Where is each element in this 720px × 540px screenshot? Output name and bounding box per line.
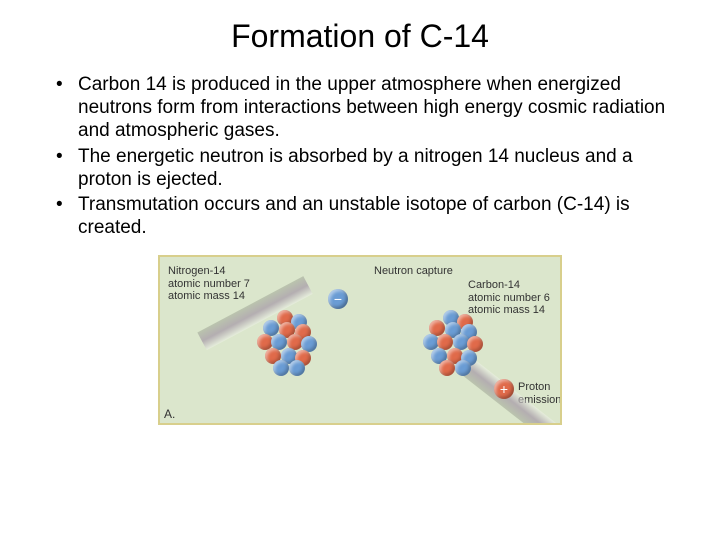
label-nitrogen14: Nitrogen-14 atomic number 7 atomic mass … [168, 265, 250, 303]
nucleus-n14 [253, 310, 319, 376]
panel-label-a: A. [164, 407, 175, 421]
page-title: Formation of C-14 [40, 18, 680, 55]
label-neutron-capture: Neutron capture [374, 265, 453, 278]
bullet-item: The energetic neutron is absorbed by a n… [50, 145, 680, 191]
neutron-ball [273, 360, 289, 376]
bullet-list: Carbon 14 is produced in the upper atmos… [50, 73, 680, 239]
neutron-ball [289, 360, 305, 376]
neutron-ball [455, 360, 471, 376]
c14-formation-diagram: Nitrogen-14 atomic number 7 atomic mass … [158, 255, 562, 425]
bullet-item: Carbon 14 is produced in the upper atmos… [50, 73, 680, 143]
proton-ball [439, 360, 455, 376]
neutron-in-particle: − [328, 289, 348, 309]
bullet-item: Transmutation occurs and an unstable iso… [50, 193, 680, 239]
nucleus-c14 [419, 310, 485, 376]
